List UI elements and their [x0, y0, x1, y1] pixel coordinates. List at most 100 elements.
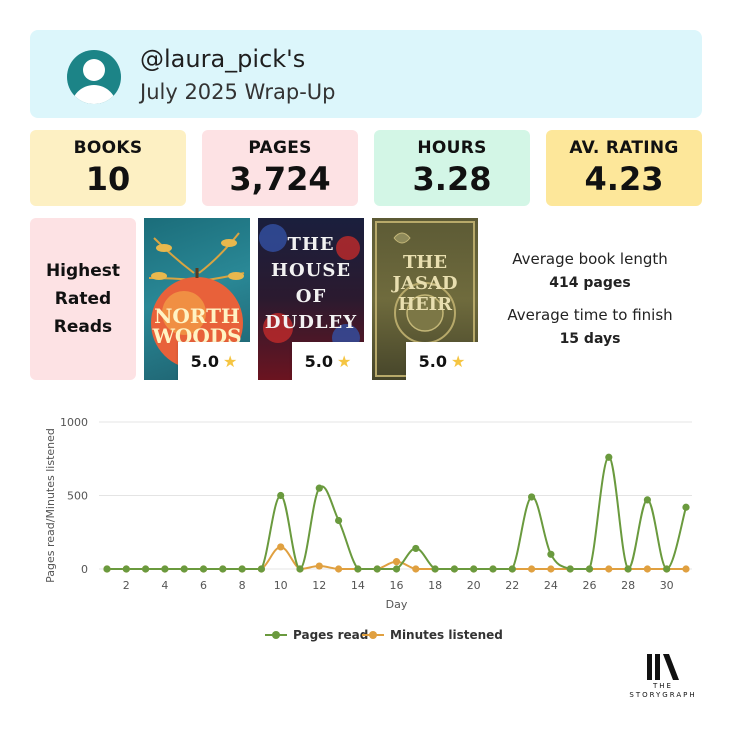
x-tick-label: 30	[660, 579, 674, 592]
x-tick-label: 8	[239, 579, 246, 592]
legend-label: Pages read	[293, 628, 369, 642]
data-point	[277, 491, 285, 500]
book-rating-value: 5.0	[190, 351, 219, 371]
stat-card-pages: PAGES 3,724	[202, 130, 358, 206]
star-icon: ★	[223, 351, 238, 371]
y-tick-label: 1000	[60, 416, 88, 429]
book-cover-north-woods[interactable]: NORTH WOODS 5.0 ★	[144, 218, 250, 380]
data-point	[605, 453, 613, 461]
data-point	[180, 565, 188, 573]
data-point	[528, 493, 536, 501]
data-point	[335, 516, 343, 525]
legend-label: Minutes listened	[390, 628, 503, 642]
book-rating-value: 5.0	[418, 351, 447, 371]
star-icon: ★	[337, 351, 352, 371]
highest-rated-heading: Highest Rated Reads	[45, 261, 121, 337]
stat-value: 3,724	[229, 160, 331, 198]
profile-header: @laura_pick's July 2025 Wrap-Up	[30, 30, 702, 118]
book-cover-jasad-heir[interactable]: THE JASAD HEIR 5.0 ★	[372, 218, 478, 380]
data-point	[354, 565, 362, 573]
x-tick-label: 20	[467, 579, 481, 592]
x-tick-label: 12	[312, 579, 326, 592]
data-point	[585, 565, 594, 573]
legend-swatch	[362, 631, 384, 639]
x-tick-label: 14	[351, 579, 365, 592]
data-point	[315, 562, 323, 570]
data-point	[103, 565, 111, 573]
stat-label: HOURS	[417, 138, 487, 158]
data-point	[431, 565, 439, 573]
data-point	[566, 565, 574, 573]
data-point	[315, 484, 323, 492]
logo-storygraph: STORYGRAPH	[629, 691, 697, 699]
average-book-length-value: 414 pages	[549, 275, 631, 291]
stat-card-average-rating: AV. RATING 4.23	[546, 130, 702, 206]
stat-value: 10	[85, 160, 131, 198]
legend-item-pages-read[interactable]: Pages read	[265, 628, 368, 642]
x-tick-label: 6	[200, 579, 207, 592]
series-line	[106, 456, 687, 571]
average-book-length-label: Average book length	[512, 250, 668, 268]
x-tick-label: 22	[505, 579, 519, 592]
y-axis-label: Pages read/Minutes listened	[44, 428, 57, 583]
book-cover-title: NORTH WOODS	[152, 304, 242, 348]
average-time-label: Average time to finish	[507, 306, 673, 324]
book-rating-value: 5.0	[304, 351, 333, 371]
data-point	[412, 565, 420, 573]
data-point	[142, 565, 150, 573]
data-point	[219, 565, 227, 573]
legend-item-minutes-listened[interactable]: Minutes listened	[362, 628, 503, 642]
x-tick-label: 10	[274, 579, 288, 592]
stat-card-hours: HOURS 3.28	[374, 130, 530, 206]
x-tick-label: 16	[390, 579, 404, 592]
data-point	[257, 565, 265, 573]
stat-label: AV. RATING	[569, 138, 679, 158]
stat-card-books: BOOKS 10	[30, 130, 186, 206]
x-axis-label: Day	[386, 598, 408, 611]
x-tick-label: 2	[123, 579, 130, 592]
storygraph-logo-icon	[643, 652, 683, 682]
y-tick-label: 500	[67, 490, 88, 503]
data-point	[682, 503, 690, 511]
book-rating-badge: 5.0 ★	[406, 342, 478, 380]
legend-swatch	[265, 631, 287, 639]
username: @laura_pick's	[140, 45, 306, 73]
avatar-icon	[67, 50, 121, 104]
x-tick-label: 4	[161, 579, 168, 592]
data-point	[470, 565, 478, 573]
data-point	[277, 543, 285, 551]
data-point	[643, 565, 652, 573]
book-cover-title: THE HOUSE OF DUDLEY	[264, 234, 358, 333]
data-point	[335, 565, 343, 573]
book-cover-house-of-dudley[interactable]: THE HOUSE OF DUDLEY 5.0 ★	[258, 218, 364, 380]
book-cover-title: THE JASAD HEIR	[392, 252, 458, 315]
data-point	[199, 565, 208, 573]
logo-the: THE	[653, 682, 673, 690]
book-rating-badge: 5.0 ★	[178, 342, 250, 380]
data-point	[373, 565, 381, 573]
data-point	[238, 565, 246, 573]
book-rating-badge: 5.0 ★	[292, 342, 364, 380]
x-tick-label: 18	[428, 579, 442, 592]
data-point	[412, 544, 420, 553]
data-point	[547, 565, 555, 573]
data-point	[643, 496, 652, 504]
data-point	[682, 565, 690, 573]
stat-value: 3.28	[412, 160, 492, 198]
star-icon: ★	[451, 351, 466, 371]
storygraph-logo: THE STORYGRAPH	[618, 652, 708, 700]
data-point	[605, 565, 613, 573]
data-point	[122, 565, 130, 573]
wrap-up-title: July 2025 Wrap-Up	[140, 80, 336, 104]
data-point	[508, 565, 516, 573]
data-point	[296, 565, 304, 573]
x-tick-label: 24	[544, 579, 558, 592]
stat-label: BOOKS	[73, 138, 143, 158]
data-point	[663, 565, 671, 573]
average-time-value: 15 days	[559, 331, 621, 347]
data-point	[392, 565, 401, 573]
data-point	[392, 558, 401, 566]
data-point	[624, 565, 632, 573]
data-point	[547, 550, 555, 558]
